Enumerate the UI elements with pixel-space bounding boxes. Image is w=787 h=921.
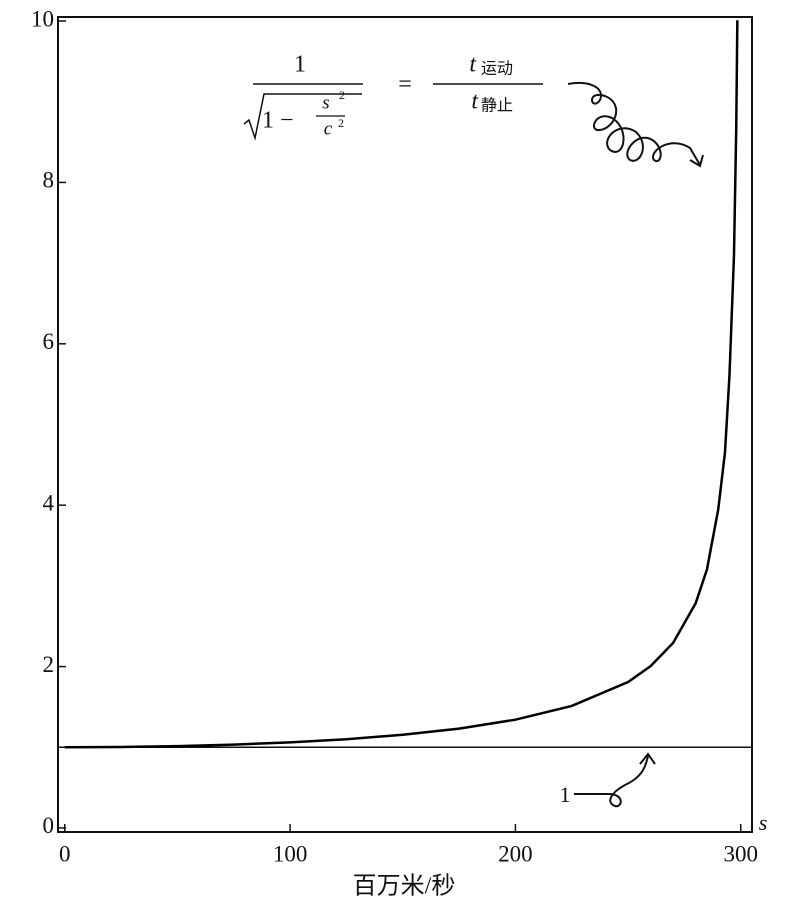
formula-text: 运动	[481, 60, 513, 78]
x-tick-label: 300	[723, 841, 758, 866]
x-axis-symbol: s	[759, 810, 768, 835]
formula-text: 2	[339, 88, 345, 102]
y-tick-label: 0	[43, 813, 55, 838]
formula: 1 1 − s 2 c 2 = t 运动 t 静止	[243, 52, 543, 141]
formula-text: t	[469, 52, 477, 78]
formula-text: c	[324, 118, 333, 139]
y-tick-label: 10	[31, 6, 54, 31]
plot-frame	[57, 16, 753, 833]
formula-text: s	[322, 92, 329, 113]
x-tick-label: 0	[59, 841, 71, 866]
formula-text: 1 −	[262, 108, 294, 134]
x-tick-label: 200	[498, 841, 533, 866]
annotation-arrow	[574, 752, 656, 808]
x-tick-label: 100	[273, 841, 308, 866]
y-tick-label: 2	[43, 652, 55, 677]
y-tick-label: 6	[43, 329, 55, 354]
y-tick-label: 4	[43, 490, 55, 515]
formula-text: t	[471, 89, 479, 115]
formula-text: 静止	[481, 97, 513, 115]
curve	[64, 20, 739, 749]
formula-text: 1	[294, 52, 306, 78]
annotation: 1	[560, 782, 571, 807]
formula-text: =	[398, 72, 412, 98]
formula-text: 2	[338, 116, 344, 130]
y-tick-label: 8	[43, 168, 55, 193]
sqrt-sign	[243, 93, 362, 141]
x-axis-label: 百万米/秒	[353, 873, 456, 900]
squiggle-arrow	[567, 82, 704, 168]
